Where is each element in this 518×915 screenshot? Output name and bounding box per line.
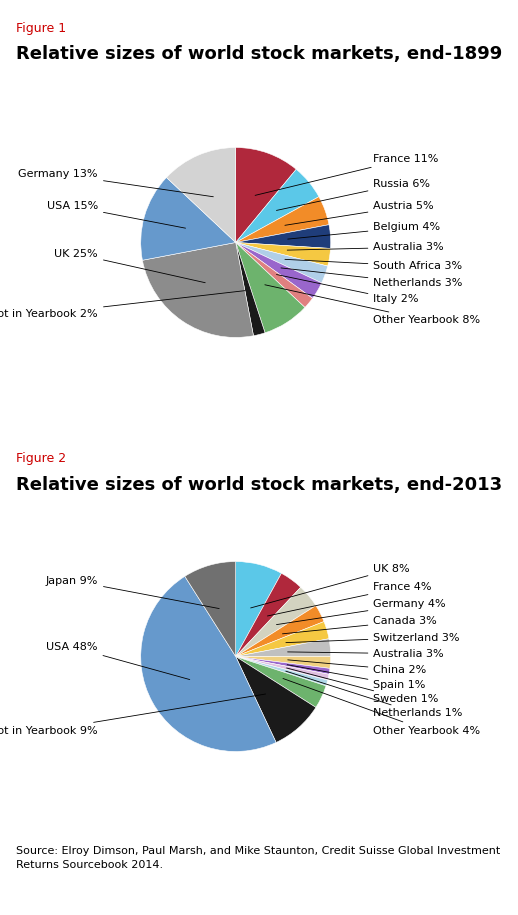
- Wedge shape: [236, 657, 329, 680]
- Wedge shape: [236, 606, 324, 657]
- Text: Other Yearbook 8%: Other Yearbook 8%: [265, 285, 481, 326]
- Wedge shape: [236, 197, 329, 242]
- Wedge shape: [236, 657, 328, 686]
- Text: China 2%: China 2%: [287, 660, 427, 674]
- Text: South Africa 3%: South Africa 3%: [285, 259, 463, 271]
- Wedge shape: [142, 242, 253, 338]
- Text: Not in Yearbook 2%: Not in Yearbook 2%: [0, 291, 245, 318]
- Text: Spain 1%: Spain 1%: [287, 664, 426, 690]
- Text: Relative sizes of world stock markets, end-2013: Relative sizes of world stock markets, e…: [16, 476, 501, 493]
- Text: Australia 3%: Australia 3%: [287, 649, 444, 659]
- Wedge shape: [236, 242, 312, 307]
- Wedge shape: [236, 657, 330, 669]
- Text: Not in Yearbook 9%: Not in Yearbook 9%: [0, 694, 266, 736]
- Wedge shape: [236, 242, 330, 266]
- Wedge shape: [236, 657, 326, 707]
- Text: Relative sizes of world stock markets, end-1899: Relative sizes of world stock markets, e…: [16, 46, 502, 63]
- Text: Russia 6%: Russia 6%: [277, 178, 430, 210]
- Text: Canada 3%: Canada 3%: [282, 617, 437, 634]
- Text: Germany 13%: Germany 13%: [19, 169, 213, 197]
- Text: Figure 1: Figure 1: [16, 22, 66, 35]
- Text: USA 15%: USA 15%: [47, 201, 185, 228]
- Text: Other Yearbook 4%: Other Yearbook 4%: [283, 679, 481, 736]
- Text: Japan 9%: Japan 9%: [46, 576, 219, 608]
- Wedge shape: [236, 242, 322, 298]
- Wedge shape: [185, 562, 236, 657]
- Text: Figure 2: Figure 2: [16, 452, 66, 465]
- Wedge shape: [236, 225, 330, 249]
- Text: Austria 5%: Austria 5%: [285, 201, 434, 225]
- Wedge shape: [236, 657, 330, 674]
- Wedge shape: [236, 242, 305, 333]
- Text: Sweden 1%: Sweden 1%: [286, 668, 439, 705]
- Text: Netherlands 3%: Netherlands 3%: [281, 268, 463, 288]
- Text: Netherlands 1%: Netherlands 1%: [286, 671, 463, 718]
- Wedge shape: [236, 169, 319, 242]
- Text: Belgium 4%: Belgium 4%: [287, 222, 440, 239]
- Wedge shape: [166, 147, 236, 242]
- Wedge shape: [236, 639, 330, 657]
- Text: UK 8%: UK 8%: [251, 565, 410, 608]
- Text: France 11%: France 11%: [255, 154, 439, 196]
- Text: France 4%: France 4%: [267, 582, 432, 616]
- Wedge shape: [236, 574, 301, 657]
- Text: Source: Elroy Dimson, Paul Marsh, and Mike Staunton, Credit Suisse Global Invest: Source: Elroy Dimson, Paul Marsh, and Mi…: [16, 846, 500, 870]
- Wedge shape: [236, 587, 316, 657]
- Wedge shape: [236, 562, 281, 657]
- Wedge shape: [236, 242, 328, 283]
- Text: Italy 2%: Italy 2%: [277, 274, 419, 305]
- Text: Australia 3%: Australia 3%: [287, 242, 444, 253]
- Text: Switzerland 3%: Switzerland 3%: [286, 632, 460, 642]
- Wedge shape: [236, 242, 265, 336]
- Wedge shape: [141, 178, 236, 260]
- Wedge shape: [236, 657, 316, 742]
- Text: UK 25%: UK 25%: [54, 249, 205, 283]
- Wedge shape: [141, 576, 276, 751]
- Text: USA 48%: USA 48%: [47, 642, 190, 680]
- Wedge shape: [236, 621, 329, 657]
- Wedge shape: [236, 147, 296, 242]
- Text: Germany 4%: Germany 4%: [277, 599, 446, 625]
